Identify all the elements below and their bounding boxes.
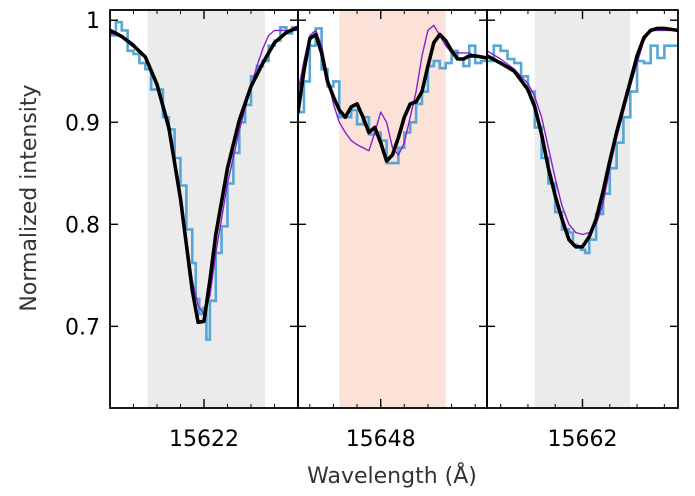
- model-purple-line: [487, 29, 678, 236]
- model-black-line: [110, 25, 298, 325]
- highlight-band: [339, 10, 446, 408]
- y-tick-label: 1: [86, 9, 100, 34]
- model-black-line: [487, 26, 678, 249]
- y-axis-label: Normalized intensity: [17, 84, 42, 311]
- model-black-line: [298, 32, 487, 163]
- highlight-band: [147, 10, 266, 408]
- y-tick-labels: 0.7 0.8 0.9 1: [65, 9, 100, 340]
- x-tick-label: 15622: [169, 427, 239, 452]
- highlight-band: [534, 10, 631, 408]
- panel-2: [298, 10, 487, 408]
- panel-1: [110, 10, 298, 408]
- x-tick-labels: 15622 15648 15662: [169, 427, 618, 452]
- x-tick-label: 15648: [346, 427, 416, 452]
- panel-3: [487, 10, 678, 408]
- x-axis-label: Wavelength (Å): [307, 462, 477, 489]
- y-tick-label: 0.7: [65, 315, 100, 340]
- x-tick-label: 15662: [548, 427, 618, 452]
- y-tick-label: 0.8: [65, 213, 100, 238]
- y-tick-label: 0.9: [65, 111, 100, 136]
- panel-frame: [486, 9, 679, 409]
- panels-layer: [109, 9, 679, 409]
